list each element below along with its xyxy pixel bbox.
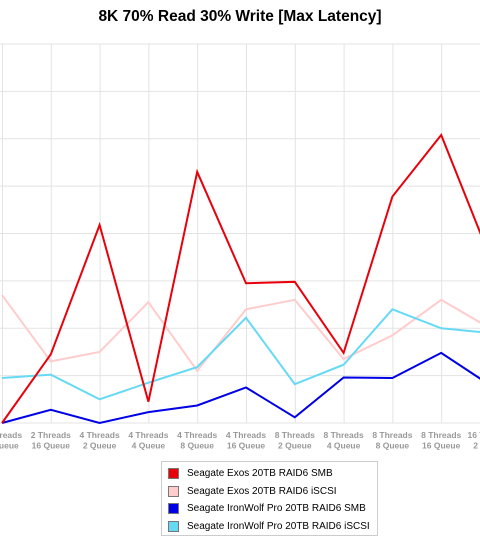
legend-label: Seagate IronWolf Pro 20TB RAID6 iSCSI: [187, 520, 370, 532]
series-lines: [1, 132, 480, 425]
x-tick-label: 8 Threads 4 Queue: [324, 430, 364, 451]
legend-item-3: Seagate IronWolf Pro 20TB RAID6 SMB: [168, 500, 371, 518]
legend-swatch: [168, 503, 179, 515]
legend-item-1: Seagate Exos 20TB RAID6 SMB: [168, 465, 371, 483]
legend-item-2: Seagate Exos 20TB RAID6 iSCSI: [168, 483, 371, 501]
x-tick-label: 4 Threads 8 Queue: [177, 430, 217, 451]
grid: [0, 43, 480, 424]
series-line-2: [1, 294, 480, 373]
x-tick-label: 8 Threads 2 Queue: [275, 430, 315, 451]
legend: Seagate Exos 20TB RAID6 SMB Seagate Exos …: [161, 461, 378, 536]
legend-swatch: [168, 468, 179, 480]
legend-swatch: [168, 485, 179, 497]
x-tick-label: 8 Threads 16 Queue: [421, 430, 461, 451]
series-line-1: [1, 132, 480, 424]
chart-title: 8K 70% Read 30% Write [Max Latency]: [98, 8, 382, 25]
x-tick-label: 8 Threads 8 Queue: [372, 430, 412, 451]
x-tick-label: 4 Threads 4 Queue: [128, 430, 168, 451]
x-tick-label: 2 Threads 16 Queue: [31, 430, 71, 451]
legend-label: Seagate IronWolf Pro 20TB RAID6 SMB: [187, 503, 366, 515]
legend-item-4: Seagate IronWolf Pro 20TB RAID6 iSCSI: [168, 518, 371, 536]
series-line-3: [1, 351, 480, 425]
x-tick-label: 4 Threads 16 Queue: [226, 430, 266, 451]
legend-label: Seagate Exos 20TB RAID6 SMB: [187, 468, 333, 480]
series-line-4: [1, 308, 480, 401]
legend-label: Seagate Exos 20TB RAID6 iSCSI: [187, 485, 337, 497]
legend-swatch: [168, 520, 179, 532]
x-tick-label: 4 Threads 2 Queue: [80, 430, 120, 451]
